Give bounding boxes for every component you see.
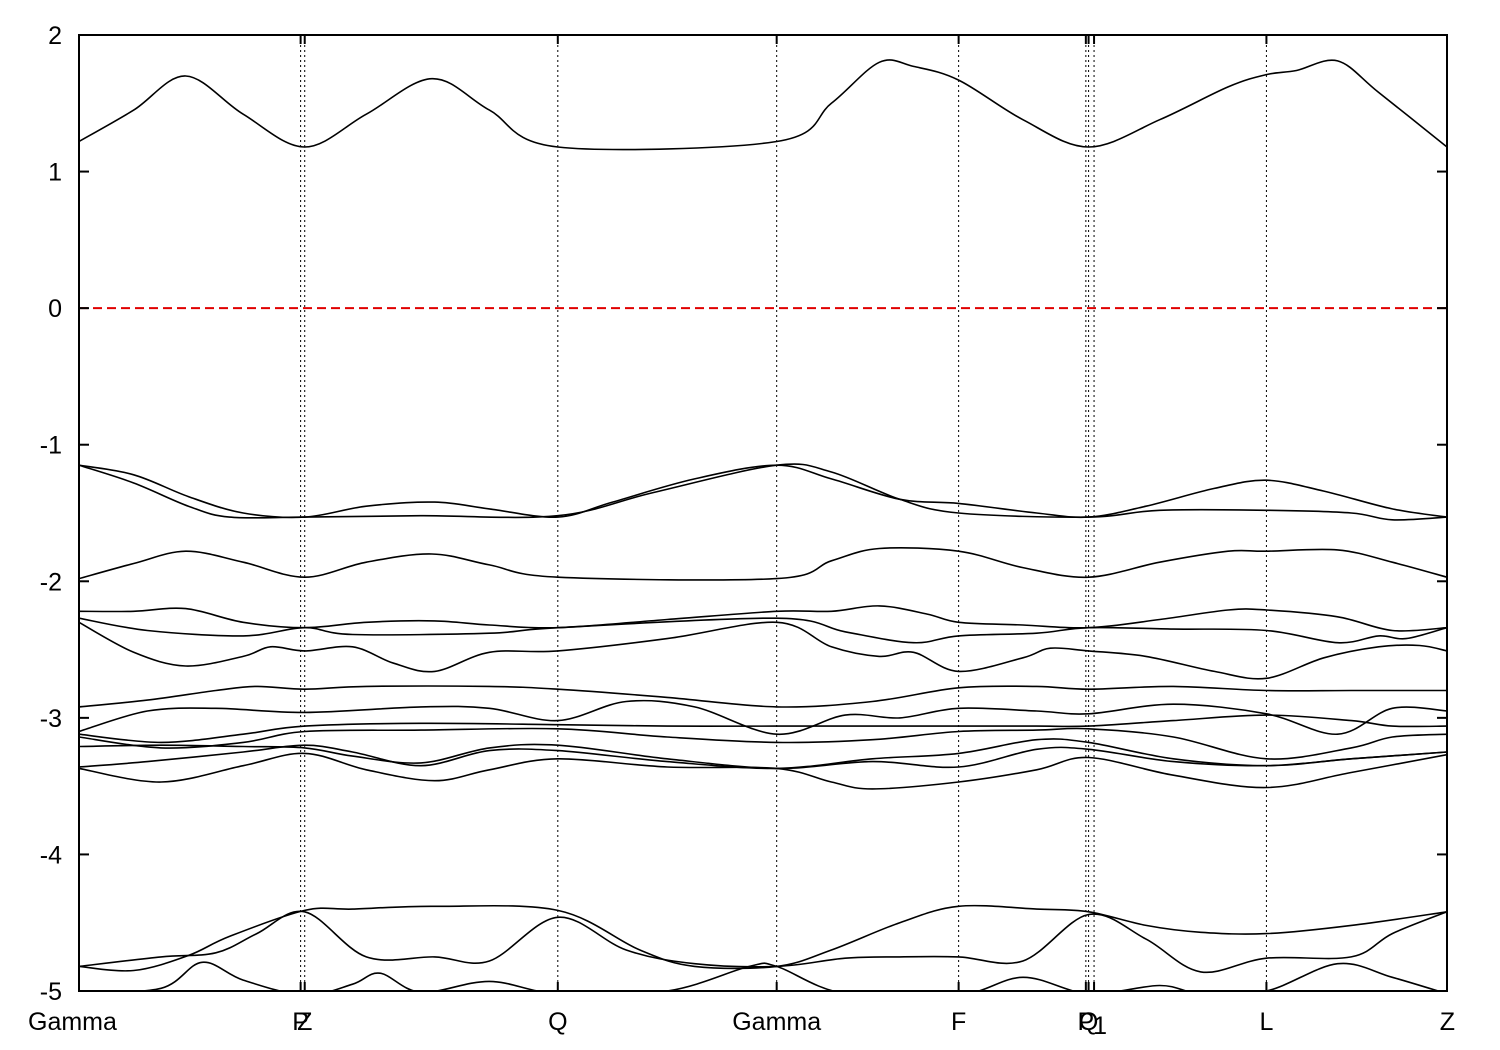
x-tick-label: Gamma: [28, 1008, 117, 1036]
y-tick-label: -4: [40, 841, 62, 869]
x-tick-label: F: [951, 1008, 966, 1036]
x-tick-label: 1: [1093, 1012, 1107, 1040]
band-line: [79, 617, 1447, 644]
band-line: [79, 752, 1447, 790]
y-tick-label: 0: [48, 295, 62, 323]
y-tick-label: -2: [40, 568, 62, 596]
y-tick-label: -5: [40, 978, 62, 1006]
y-tick-labels: 2 1 0 -1 -2 -3 -4 -5: [40, 22, 62, 1006]
band-line: [79, 621, 1447, 680]
x-tick-label: L: [1259, 1008, 1273, 1036]
band-line: [79, 699, 1447, 736]
high-symmetry-lines: [300, 35, 1267, 991]
x-tick-label: Z: [1440, 1008, 1455, 1036]
x-tick-label: Q: [548, 1008, 567, 1036]
band-line: [79, 685, 1447, 708]
band-line: [79, 910, 1447, 974]
band-lines: [79, 59, 1447, 991]
y-tick-label: -1: [40, 432, 62, 460]
band-line: [79, 547, 1447, 581]
band-line: [79, 743, 1447, 770]
x-tick-label: Gamma: [732, 1008, 821, 1036]
x-tick-labels: Gamma PZ Q Gamma F PQ1 L Z: [28, 1008, 1455, 1040]
x-tick-label: P: [292, 1008, 309, 1036]
plot-frame: [78, 34, 1448, 992]
band-line: [79, 463, 1447, 521]
y-tick-label: 1: [48, 159, 62, 187]
band-line: [79, 59, 1447, 151]
x-tick-label: P: [1078, 1008, 1095, 1036]
y-tick-label: -3: [40, 705, 62, 733]
band-line: [79, 727, 1447, 760]
band-line: [133, 961, 1441, 991]
x-tick-label: Q: [1079, 1008, 1098, 1036]
x-tick-label: Z: [297, 1008, 312, 1036]
band-line: [79, 714, 1447, 744]
y-tick-label: 2: [48, 22, 62, 50]
